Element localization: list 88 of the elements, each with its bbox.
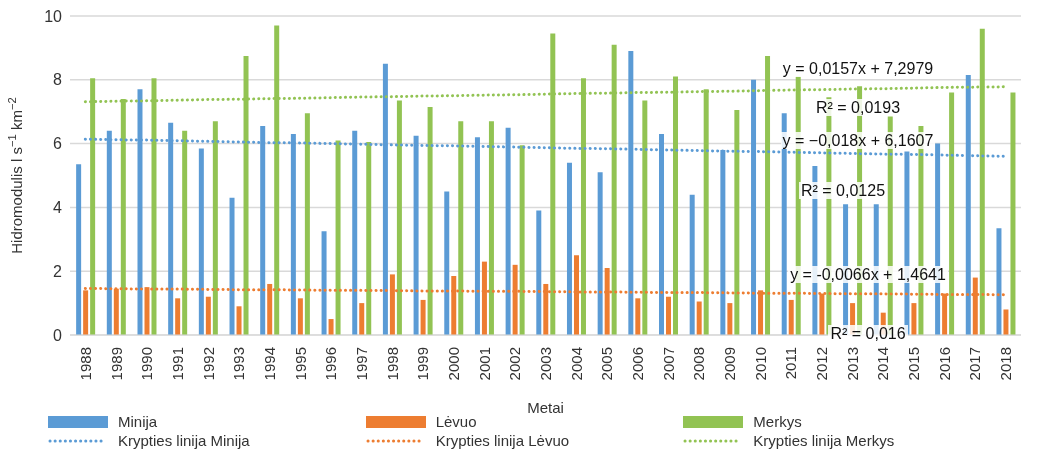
x-tick-label: 2002: [506, 347, 524, 381]
bar: [519, 145, 525, 335]
x-tick-label: 1999: [414, 347, 432, 381]
y-tick-label: 10: [44, 7, 63, 25]
x-tick-label: 1992: [199, 347, 217, 381]
bar: [666, 296, 672, 335]
legend-label: Merkys: [753, 413, 802, 430]
bar: [321, 231, 327, 335]
x-tick-label: 1988: [76, 347, 94, 381]
bar: [642, 100, 648, 335]
x-tick-label: 2005: [598, 347, 616, 381]
bar: [175, 298, 181, 335]
x-tick-label: 2008: [690, 347, 708, 381]
x-tick-label: 2000: [444, 347, 462, 381]
bar: [205, 296, 211, 335]
bar: [427, 106, 433, 335]
bar: [420, 299, 426, 335]
x-tick-label: 2013: [843, 347, 861, 381]
annotation: R² = 0,0193: [813, 99, 903, 116]
bar: [536, 210, 542, 335]
x-tick-label: 1989: [107, 347, 125, 381]
x-tick-label: 2016: [935, 347, 953, 381]
x-tick-label: 2014: [874, 347, 892, 381]
bar: [734, 110, 740, 335]
annotation: y = -0,0066x + 1,4641: [788, 266, 948, 283]
x-tick-label: 2003: [537, 347, 554, 381]
bar: [396, 100, 402, 335]
x-tick-label: 2017: [966, 347, 984, 381]
annotation: R² = 0,0125: [798, 182, 888, 199]
bar: [444, 191, 450, 335]
bar: [359, 303, 365, 335]
x-tick-label: 1993: [230, 347, 248, 381]
bar: [236, 306, 242, 335]
x-tick-label: 2009: [721, 347, 739, 381]
x-tick-label: 2006: [629, 347, 647, 381]
bar: [788, 299, 794, 335]
x-tick-label: 2004: [567, 347, 585, 381]
bar: [304, 113, 310, 335]
bar: [566, 162, 572, 335]
annotation: y = 0,0157x + 7,2979: [780, 60, 936, 77]
x-tick-label: 1994: [260, 347, 278, 381]
x-tick-label: 1991: [168, 347, 186, 381]
annotation: R² = 0,016: [828, 325, 908, 342]
bar: [198, 148, 204, 335]
bar: [696, 301, 702, 335]
x-tick-label: 2001: [475, 347, 493, 381]
bar: [297, 298, 303, 335]
x-tick-label: 2015: [905, 347, 923, 381]
y-tick-label: 2: [53, 262, 63, 280]
bar: [689, 194, 695, 335]
bar: [635, 298, 641, 335]
bar: [76, 164, 82, 335]
y-tick-label: 6: [53, 135, 63, 153]
bar: [1003, 309, 1009, 335]
bar: [949, 92, 955, 335]
bar: [182, 130, 188, 335]
x-tick-label: 2011: [782, 347, 800, 380]
x-tick-label: 1990: [138, 347, 156, 381]
bar: [911, 303, 917, 335]
legend-label: Krypties linija Minija: [118, 432, 250, 449]
legend-label: Minija: [118, 413, 158, 430]
bar: [328, 319, 334, 335]
bar: [597, 172, 603, 335]
bar: [212, 121, 218, 335]
y-tick-label: 4: [53, 199, 63, 217]
bar: [488, 121, 494, 335]
bar: [458, 121, 464, 335]
annotation: y = −0,018x + 6,1607: [780, 132, 936, 149]
x-tick-label: 1997: [352, 347, 370, 381]
bar: [366, 142, 372, 335]
legend-label: Krypties linija Lėvuo: [435, 432, 570, 449]
legend-label: Lėvuo: [435, 413, 477, 430]
x-tick-label: 2010: [751, 347, 769, 381]
x-tick-label: 1996: [322, 347, 340, 381]
x-axis-title: Metai: [527, 399, 564, 416]
y-tick-label: 0: [53, 326, 63, 344]
x-tick-label: 2018: [997, 347, 1015, 381]
bar: [229, 197, 235, 335]
x-tick-label: 1995: [291, 347, 309, 381]
bar: [335, 140, 341, 335]
bar: [1010, 92, 1016, 335]
bar: [727, 303, 733, 335]
x-tick-label: 2012: [813, 347, 831, 381]
bar: [996, 228, 1002, 335]
legend-label: Krypties linija Merkys: [753, 432, 895, 449]
y-tick-label: 8: [53, 71, 63, 89]
x-tick-label: 2007: [659, 347, 677, 381]
x-tick-label: 1998: [383, 347, 401, 381]
